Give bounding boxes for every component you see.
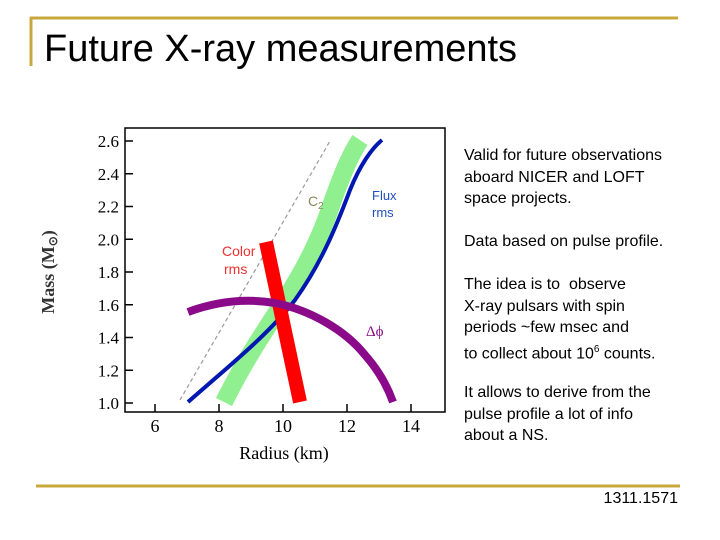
y-tick-label: 2.4 xyxy=(98,165,120,184)
text-line: periods ~few msec and xyxy=(464,319,629,336)
x-tick-label: 14 xyxy=(402,416,420,436)
paragraph: Valid for future observations aboard NICE… xyxy=(464,145,662,210)
text-line: about a NS. xyxy=(464,427,549,444)
annotation: Δϕ xyxy=(366,324,384,340)
phase-curve xyxy=(186,296,397,404)
text: to collect about 10 xyxy=(464,344,594,362)
annotation: Flux xyxy=(372,188,397,203)
y-tick-label: 1.2 xyxy=(98,361,119,380)
slide-title: Future X-ray measurements xyxy=(44,28,518,70)
figure: C2 Flux rms Color rms Δϕ Radius (km) Mas… xyxy=(38,127,446,464)
annotation: C2 xyxy=(308,193,324,212)
x-tick-label: 10 xyxy=(274,416,292,436)
y-tick-label: 1.0 xyxy=(98,394,119,413)
y-tick-label: 1.4 xyxy=(98,329,120,348)
x-axis-label: Radius (km) xyxy=(239,443,329,464)
text-line: pulse profile a lot of info xyxy=(464,405,633,423)
y-axis-label: Mass (M⊙) xyxy=(38,230,60,314)
y-tick-label: 1.6 xyxy=(98,296,119,315)
text-line: to collect about 106 counts. xyxy=(464,339,655,365)
superscript: 6 xyxy=(593,343,600,355)
text-line: Valid for future observations xyxy=(464,147,663,164)
x-tick-label: 8 xyxy=(215,416,224,436)
text-line: X-ray pulsars with spin xyxy=(464,297,625,315)
text-line: aboard NICER and LOFT xyxy=(464,168,645,186)
x-tick-label: 12 xyxy=(338,416,356,436)
text-line: Data based on pulse profile. xyxy=(464,233,664,250)
c2-band xyxy=(215,135,368,407)
annotation: Color xyxy=(222,243,256,259)
paragraph: Data based on pulse profile. xyxy=(464,231,663,253)
y-tick-label: 1.8 xyxy=(98,263,119,282)
y-tick-label: 2.0 xyxy=(98,230,119,249)
paragraph: The idea is to observe X-ray pulsars with… xyxy=(464,274,655,364)
annotation: rms xyxy=(372,205,394,220)
footer: 1311.1571 xyxy=(603,490,678,507)
text: counts. xyxy=(599,344,656,362)
text-line: It allows to derive from the xyxy=(464,384,651,401)
annotation: rms xyxy=(224,261,247,277)
text-line: space projects. xyxy=(464,190,572,207)
text-line: The idea is to observe xyxy=(464,276,626,293)
x-tick-label: 6 xyxy=(151,416,160,436)
flux-curve xyxy=(186,138,384,404)
color-band xyxy=(259,240,307,404)
causality-line xyxy=(179,140,331,401)
y-tick-label: 2.6 xyxy=(98,132,119,151)
plot-frame xyxy=(124,127,446,413)
paragraph: It allows to derive from the pulse profil… xyxy=(464,382,651,447)
y-tick-label: 2.2 xyxy=(98,198,119,217)
